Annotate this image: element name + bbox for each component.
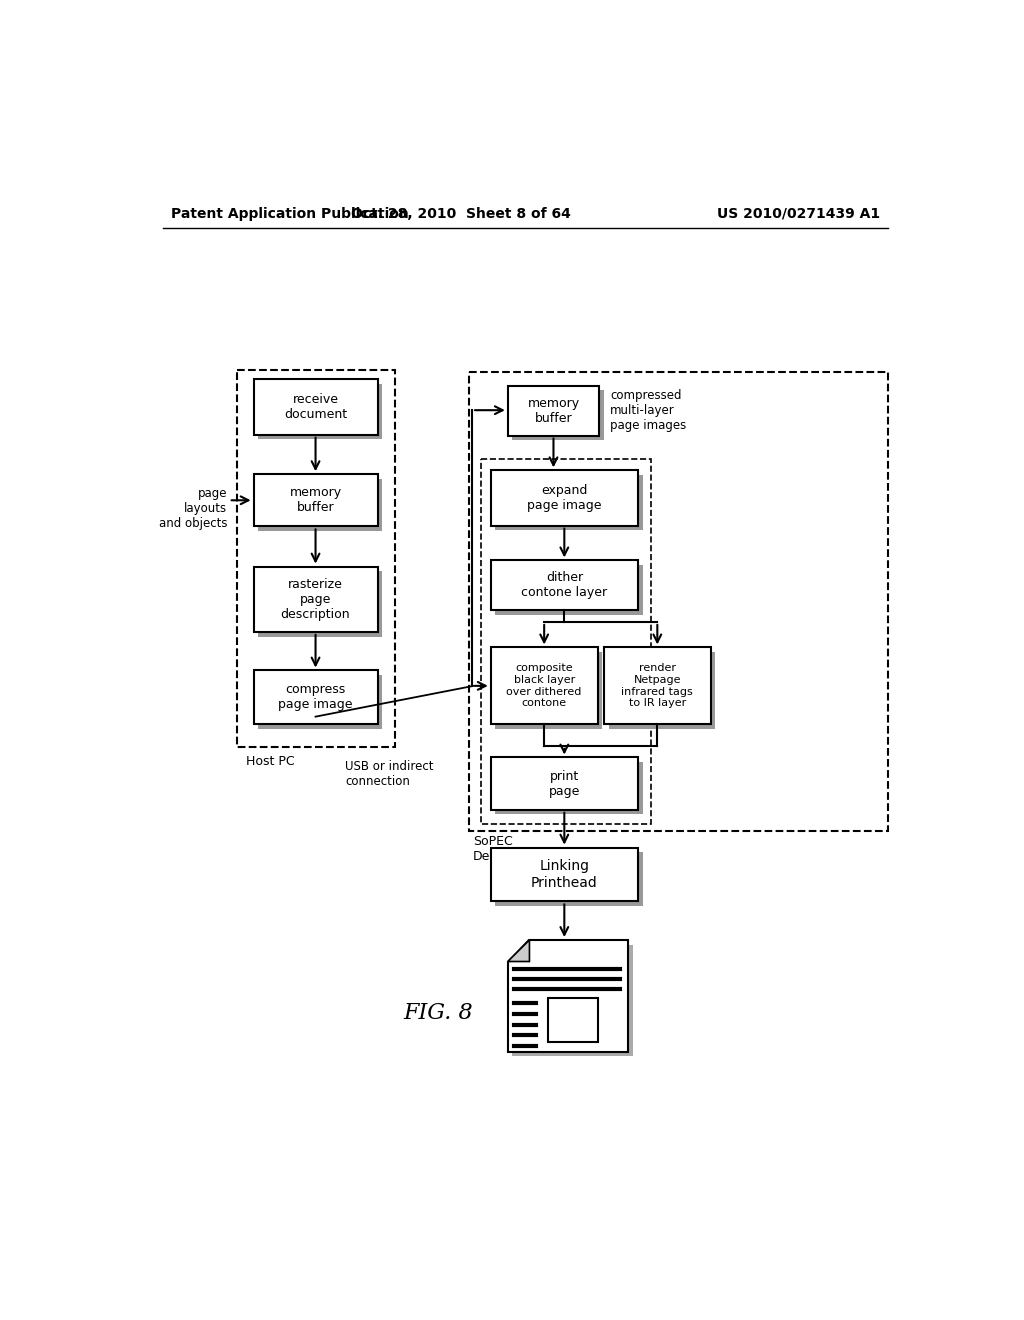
Bar: [604, 647, 711, 725]
Bar: [496, 762, 643, 814]
Text: Linking
Printhead: Linking Printhead: [531, 859, 598, 890]
Bar: [258, 384, 382, 440]
Text: SoPEC
Device: SoPEC Device: [473, 836, 516, 863]
Text: composite
black layer
over dithered
contone: composite black layer over dithered cont…: [507, 664, 582, 709]
Text: memory
buffer: memory buffer: [527, 396, 580, 425]
Text: print
page: print page: [549, 770, 580, 797]
Text: receive
document: receive document: [284, 393, 347, 421]
Text: expand
page image: expand page image: [527, 484, 601, 512]
Bar: [496, 475, 643, 531]
Polygon shape: [508, 940, 628, 1052]
Bar: [496, 652, 602, 729]
Bar: [258, 479, 382, 531]
Bar: [496, 565, 643, 615]
Bar: [254, 566, 378, 632]
Bar: [496, 853, 643, 906]
Text: page
layouts
and objects: page layouts and objects: [159, 487, 227, 531]
Polygon shape: [512, 945, 633, 1056]
Bar: [254, 474, 378, 527]
Text: rasterize
page
description: rasterize page description: [281, 578, 350, 620]
Bar: [490, 847, 638, 902]
Bar: [237, 370, 394, 747]
Bar: [490, 560, 638, 610]
Bar: [512, 391, 604, 441]
Bar: [258, 572, 382, 636]
Text: Oct. 28, 2010  Sheet 8 of 64: Oct. 28, 2010 Sheet 8 of 64: [351, 207, 571, 220]
Text: Patent Application Publication: Patent Application Publication: [171, 207, 409, 220]
Text: FIG. 8: FIG. 8: [403, 1002, 473, 1024]
Text: USB or indirect
connection: USB or indirect connection: [345, 760, 433, 788]
Text: US 2010/0271439 A1: US 2010/0271439 A1: [717, 207, 880, 220]
Text: compressed
multi-layer
page images: compressed multi-layer page images: [610, 388, 686, 432]
Bar: [254, 671, 378, 725]
Bar: [490, 758, 638, 810]
Bar: [254, 379, 378, 434]
Text: render
Netpage
infrared tags
to IR layer: render Netpage infrared tags to IR layer: [622, 664, 693, 709]
Text: memory
buffer: memory buffer: [290, 486, 342, 515]
Text: compress
page image: compress page image: [279, 684, 353, 711]
Polygon shape: [508, 940, 529, 961]
Bar: [548, 998, 598, 1043]
Bar: [608, 652, 716, 729]
Bar: [480, 459, 651, 825]
Text: dither
contone layer: dither contone layer: [521, 572, 607, 599]
Bar: [508, 385, 599, 436]
Bar: [490, 470, 638, 525]
Bar: [469, 372, 888, 830]
Bar: [490, 647, 598, 725]
Bar: [258, 675, 382, 729]
Text: Host PC: Host PC: [246, 755, 295, 768]
